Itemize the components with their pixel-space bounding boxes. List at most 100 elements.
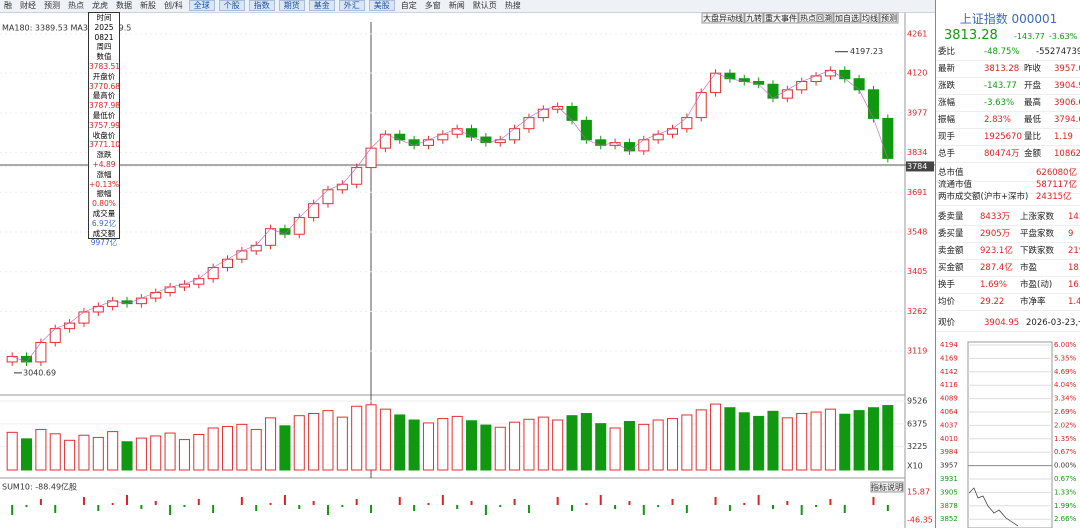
volume-bar (78, 434, 90, 471)
indicator-bar (743, 503, 746, 505)
panel-row: 现手 1925670 量比 1.19 (936, 130, 1080, 146)
toolbar-item[interactable]: 个股 (218, 0, 245, 11)
mini-left-label: 3878 (940, 502, 958, 510)
mini-right-label: 0.67% (1054, 448, 1077, 456)
mini-right-label: 2.69% (1054, 408, 1077, 416)
indicator-btn[interactable] (870, 481, 904, 493)
chart-tool-label[interactable]: 大盘异动线 (703, 13, 743, 23)
candle (537, 108, 549, 119)
mini-left-label: 4064 (940, 408, 958, 416)
toolbar-item[interactable]: 美股 (368, 0, 395, 11)
volume-bar (265, 417, 277, 471)
price-tick-label: 3405 (907, 267, 927, 276)
panel-label: 市盈 (1020, 263, 1038, 273)
volume-bar (135, 437, 147, 471)
volume-bar (681, 414, 693, 471)
toolbar-item[interactable]: 默认页 (472, 1, 497, 10)
volume-bar (279, 425, 291, 471)
tooltip-line: 时间 (96, 13, 112, 22)
chart-tool[interactable] (798, 12, 834, 24)
chart-tool-label[interactable]: 九转 (746, 13, 762, 23)
candle (135, 297, 147, 305)
chart-tool-label[interactable]: 预测 (881, 13, 897, 23)
mini-left-label: 4169 (940, 354, 958, 362)
volume-bar (437, 418, 449, 471)
chart-tool[interactable] (879, 12, 899, 24)
chart-tool-label[interactable]: 加自选 (835, 13, 859, 23)
indicator-bar (398, 497, 401, 505)
candle (580, 119, 592, 141)
indicator-bar (169, 505, 172, 515)
tooltip-line: 3770.68 (89, 81, 121, 91)
indicator-bar (413, 505, 416, 511)
toolbar-item[interactable]: 数据 (116, 1, 132, 10)
toolbar-item[interactable]: 多窗 (424, 1, 441, 10)
panel-value: 8433万 (980, 212, 1011, 222)
chart-tool[interactable] (744, 12, 764, 24)
panel-label: 涨幅 (938, 98, 956, 108)
tooltip-line: 周四 (96, 42, 112, 52)
panel-value: 9 (1068, 229, 1074, 239)
kline-chart: MA180: 3389.53 MA360: 3219.5 SUM10: -88.… (0, 12, 935, 528)
indicator-bar (714, 497, 717, 505)
toolbar-item[interactable]: 基金 (308, 0, 335, 11)
toolbar-item[interactable]: 新闻 (448, 1, 465, 10)
tooltip-line: 3787.98 (89, 101, 121, 111)
toolbar-item[interactable]: 融 (4, 1, 12, 10)
volume-bar (193, 434, 205, 471)
price-tick-label: 4261 (907, 30, 927, 39)
panel-label: 卖金额 (938, 246, 964, 256)
volume-tick-label: 6375 (907, 419, 927, 428)
toolbar-item[interactable]: 热点 (68, 1, 84, 10)
candle (379, 133, 391, 149)
price-tick-label: 3691 (907, 188, 927, 197)
toolbar-item[interactable]: 预测 (44, 1, 60, 10)
volume-bar (767, 410, 779, 471)
toolbar-item[interactable]: 创/科 (164, 1, 183, 10)
tooltip-line: 数值 (96, 52, 112, 62)
indicator-bar (829, 499, 832, 505)
mini-left-label: 3957 (940, 462, 958, 470)
indicator-btn-label[interactable]: 指标说明 (871, 482, 903, 492)
price-highlight (906, 161, 934, 172)
panel-value: 3957.05 (1054, 64, 1080, 74)
toolbar-item[interactable]: 全球 (188, 0, 215, 11)
panel-label: 最低 (1024, 115, 1042, 125)
chart-tool[interactable] (763, 12, 799, 24)
chart-tool-label[interactable]: 热点回溯 (800, 13, 832, 23)
mini-right-label: 6.00% (1054, 341, 1077, 349)
mini-left-label: 4116 (940, 381, 958, 389)
chart-tool[interactable] (860, 12, 880, 24)
toolbar-item[interactable]: 财经 (20, 1, 36, 10)
toolbar-item[interactable]: 指数 (248, 0, 275, 11)
chart-tool[interactable] (833, 12, 861, 24)
volume-bar (236, 423, 248, 471)
toolbar-item[interactable]: 热搜 (504, 1, 521, 10)
toolbar-item[interactable]: 新股 (140, 1, 156, 10)
toolbar-item[interactable]: 期货 (278, 0, 305, 11)
chart-tool[interactable] (701, 12, 745, 24)
candle (308, 203, 320, 219)
tooltip-line: 0821 (94, 32, 114, 42)
volume-bar (408, 419, 420, 471)
chart-tool-label[interactable]: 均线 (862, 13, 878, 23)
mini-right-label: 1.33% (1054, 488, 1077, 496)
candle (824, 69, 836, 77)
toolbar-item[interactable]: 外汇 (338, 0, 365, 11)
candle (681, 117, 693, 130)
indicator-bar (39, 499, 42, 505)
panel-value: 10862亿 (1054, 149, 1080, 159)
tooltip-line: 涨幅 (96, 169, 112, 179)
candle (566, 105, 578, 121)
index-pct: -3.63% (1049, 32, 1078, 41)
toolbar-item[interactable]: 自定 (400, 1, 417, 10)
mini-line (968, 487, 1019, 527)
toolbar-item[interactable]: 龙虎 (92, 1, 108, 10)
panel-label: 金额 (1024, 149, 1042, 159)
chart-tool-label[interactable]: 重大事件 (765, 13, 797, 23)
panel-value: 2.83% (984, 115, 1012, 125)
volume-bar (164, 432, 176, 471)
volume-bar (552, 419, 564, 471)
panel-label: 委买量 (938, 229, 964, 239)
